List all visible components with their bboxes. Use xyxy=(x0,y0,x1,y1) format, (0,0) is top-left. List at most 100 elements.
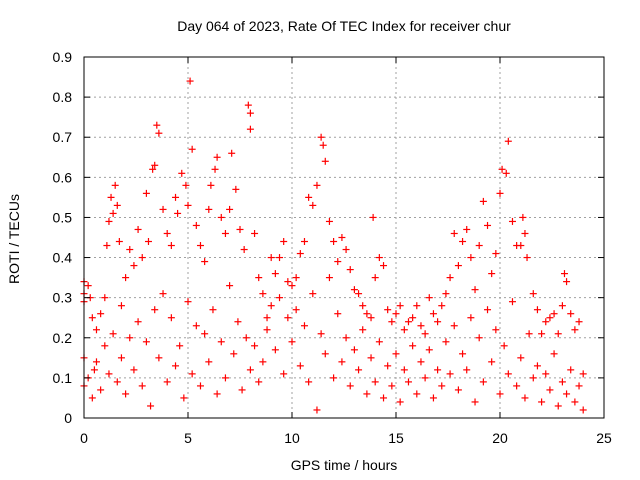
data-point xyxy=(267,302,275,310)
data-point xyxy=(101,342,109,350)
data-point xyxy=(111,181,119,189)
data-point xyxy=(521,394,529,402)
data-point xyxy=(375,338,383,346)
data-point xyxy=(359,326,367,334)
data-point xyxy=(92,326,100,334)
data-point xyxy=(533,306,541,314)
data-point xyxy=(196,242,204,250)
data-point xyxy=(126,246,134,254)
data-point xyxy=(292,306,300,314)
data-point xyxy=(504,137,512,145)
data-point xyxy=(554,402,562,410)
data-point xyxy=(105,217,113,225)
data-point xyxy=(502,169,510,177)
x-axis-label: GPS time / hours xyxy=(291,457,398,473)
data-point xyxy=(404,318,412,326)
data-point xyxy=(288,282,296,290)
data-point xyxy=(325,217,333,225)
data-point xyxy=(142,338,150,346)
data-point xyxy=(367,314,375,322)
data-point xyxy=(342,334,350,342)
data-point xyxy=(221,374,229,382)
y-tick-label-3: 0.3 xyxy=(53,290,73,306)
data-point xyxy=(513,382,521,390)
data-point xyxy=(417,322,425,330)
data-point xyxy=(563,278,571,286)
data-point xyxy=(117,302,125,310)
data-point xyxy=(149,165,157,173)
data-point xyxy=(113,201,121,209)
x-tick-label-4: 20 xyxy=(492,430,508,446)
data-point xyxy=(384,306,392,314)
data-point xyxy=(579,406,587,414)
data-point xyxy=(138,254,146,262)
data-point xyxy=(496,390,504,398)
data-point xyxy=(550,310,558,318)
data-point xyxy=(138,382,146,390)
data-point xyxy=(421,374,429,382)
data-point xyxy=(384,362,392,370)
data-point xyxy=(546,314,554,322)
data-point xyxy=(242,334,250,342)
data-point xyxy=(184,298,192,306)
data-point xyxy=(467,254,475,262)
y-tick-label-1: 0.1 xyxy=(53,370,73,386)
data-point xyxy=(409,314,417,322)
data-point xyxy=(496,189,504,197)
data-point xyxy=(404,378,412,386)
data-point xyxy=(251,342,259,350)
data-point xyxy=(409,342,417,350)
data-point xyxy=(271,270,279,278)
chart-title: Day 064 of 2023, Rate Of TEC Index for r… xyxy=(177,18,511,34)
data-point xyxy=(492,326,500,334)
data-point xyxy=(492,250,500,258)
data-point xyxy=(167,314,175,322)
x-tick-label-3: 15 xyxy=(388,430,404,446)
axes xyxy=(83,56,605,419)
data-point xyxy=(434,318,442,326)
data-point xyxy=(174,209,182,217)
data-point xyxy=(88,394,96,402)
data-point xyxy=(417,358,425,366)
data-point xyxy=(338,358,346,366)
data-point xyxy=(517,354,525,362)
data-point xyxy=(438,302,446,310)
data-point xyxy=(144,238,152,246)
data-point xyxy=(479,378,487,386)
data-point xyxy=(153,121,161,129)
data-point xyxy=(263,314,271,322)
data-point xyxy=(151,161,159,169)
data-point xyxy=(338,234,346,241)
data-point xyxy=(259,358,267,366)
data-point xyxy=(217,338,225,346)
data-point xyxy=(246,125,254,133)
data-point xyxy=(392,350,400,358)
data-point xyxy=(196,382,204,390)
data-point xyxy=(421,330,429,338)
data-point xyxy=(429,394,437,402)
data-point xyxy=(97,310,105,318)
data-point xyxy=(313,181,321,189)
data-point xyxy=(319,141,327,149)
data-point xyxy=(334,258,342,266)
data-point xyxy=(321,157,329,165)
x-tick-label-0: 0 xyxy=(80,430,88,446)
data-point xyxy=(313,406,321,414)
data-point xyxy=(479,197,487,205)
data-point xyxy=(184,201,192,209)
data-point xyxy=(508,217,516,225)
y-axis-label: ROTI / TECUs xyxy=(6,194,22,284)
data-point xyxy=(413,390,421,398)
data-point xyxy=(571,326,579,334)
data-point xyxy=(567,310,575,318)
data-point xyxy=(375,254,383,262)
data-point xyxy=(276,254,284,262)
data-point xyxy=(475,242,483,250)
data-point xyxy=(425,294,433,302)
data-point xyxy=(300,322,308,330)
data-point xyxy=(546,386,554,394)
data-point xyxy=(205,358,213,366)
y-tick-label-9: 0.9 xyxy=(53,49,73,65)
data-point xyxy=(284,278,292,286)
data-point xyxy=(558,378,566,386)
